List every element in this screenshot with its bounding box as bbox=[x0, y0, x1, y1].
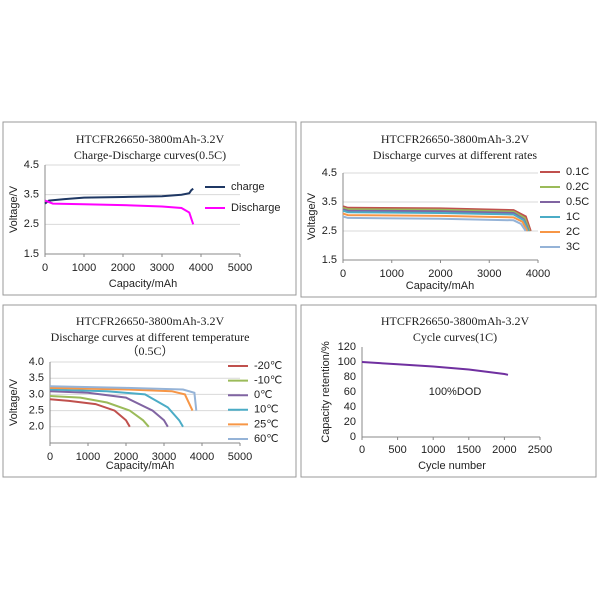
chart-title: HTCFR26650-3800mAh-3.2V bbox=[381, 314, 530, 328]
y-axis-label: Voltage/V bbox=[8, 185, 20, 233]
legend-label: 25℃ bbox=[254, 418, 279, 430]
y-axis-label: Capacity retention/% bbox=[320, 341, 332, 443]
data-line bbox=[44, 199, 195, 225]
x-tick-label: 4000 bbox=[526, 268, 550, 280]
x-tick-label: 1000 bbox=[76, 451, 100, 463]
x-tick-label: 2000 bbox=[114, 451, 138, 463]
annotation: 100%DOD bbox=[429, 386, 482, 398]
x-tick-label: 1000 bbox=[380, 268, 404, 280]
legend-label: 0.1C bbox=[566, 166, 589, 178]
annotation: （0.5C） bbox=[126, 344, 173, 358]
y-tick-label: 100 bbox=[338, 356, 356, 368]
y-tick-label: 3.5 bbox=[29, 372, 44, 384]
legend-label: 1C bbox=[566, 211, 580, 223]
panel bbox=[300, 121, 597, 298]
legend-label: 0.5C bbox=[566, 196, 589, 208]
y-tick-label: 3.5 bbox=[322, 196, 337, 208]
legend-label: 0.2C bbox=[566, 181, 589, 193]
y-tick-label: 2.5 bbox=[24, 218, 39, 230]
x-tick-label: 5000 bbox=[228, 451, 252, 463]
legend-label: -20℃ bbox=[254, 360, 282, 372]
x-tick-label: 4000 bbox=[189, 262, 213, 274]
x-tick-label: 5000 bbox=[228, 262, 252, 274]
x-tick-label: 3000 bbox=[150, 262, 174, 274]
legend-label: Discharge bbox=[231, 202, 281, 214]
y-tick-label: 1.5 bbox=[322, 254, 337, 266]
data-line bbox=[49, 398, 131, 428]
x-tick-label: 0 bbox=[340, 268, 346, 280]
data-line bbox=[342, 205, 532, 232]
x-tick-label: 2000 bbox=[492, 444, 516, 456]
x-tick-label: 1000 bbox=[421, 444, 445, 456]
y-tick-label: 2.5 bbox=[29, 405, 44, 417]
x-tick-label: 1500 bbox=[457, 444, 481, 456]
y-tick-label: 3.5 bbox=[24, 189, 39, 201]
y-tick-label: 80 bbox=[344, 371, 356, 383]
y-tick-label: 3.0 bbox=[29, 388, 44, 400]
chart-subtitle: Charge-Discharge curves(0.5C) bbox=[74, 148, 226, 162]
y-tick-label: 4.0 bbox=[29, 356, 44, 368]
x-tick-label: 0 bbox=[42, 262, 48, 274]
y-tick-label: 0 bbox=[350, 431, 356, 443]
chart-subtitle: Discharge curves at different temperatur… bbox=[51, 330, 250, 344]
legend-label: 0℃ bbox=[254, 389, 272, 401]
y-axis-label: Voltage/V bbox=[306, 192, 318, 240]
legend-label: 2C bbox=[566, 226, 580, 238]
x-tick-label: 1000 bbox=[72, 262, 96, 274]
legend-label: 3C bbox=[566, 241, 580, 253]
x-tick-label: 500 bbox=[388, 444, 406, 456]
y-tick-label: 1.5 bbox=[24, 248, 39, 260]
data-line bbox=[342, 206, 531, 232]
x-axis-label: Capacity/mAh bbox=[109, 278, 177, 290]
x-tick-label: 3000 bbox=[477, 268, 501, 280]
legend-label: 10℃ bbox=[254, 404, 279, 416]
y-tick-label: 60 bbox=[344, 386, 356, 398]
y-axis-label: Voltage/V bbox=[8, 378, 20, 426]
x-axis-label: Cycle number bbox=[418, 460, 486, 472]
x-tick-label: 3000 bbox=[152, 451, 176, 463]
x-tick-label: 2500 bbox=[528, 444, 552, 456]
y-tick-label: 2.5 bbox=[322, 225, 337, 237]
legend-label: charge bbox=[231, 181, 265, 193]
y-tick-label: 40 bbox=[344, 401, 356, 413]
chart-title: HTCFR26650-3800mAh-3.2V bbox=[76, 314, 225, 328]
x-axis-label: Capacity/mAh bbox=[106, 460, 174, 472]
y-tick-label: 2.0 bbox=[29, 421, 44, 433]
x-tick-label: 4000 bbox=[190, 451, 214, 463]
data-line bbox=[49, 386, 194, 412]
y-tick-label: 20 bbox=[344, 416, 356, 428]
panel bbox=[2, 121, 297, 296]
legend-label: 60℃ bbox=[254, 433, 279, 445]
data-line bbox=[361, 361, 509, 376]
data-line bbox=[342, 215, 527, 232]
x-tick-label: 0 bbox=[359, 444, 365, 456]
x-tick-label: 0 bbox=[47, 451, 53, 463]
chart-title: HTCFR26650-3800mAh-3.2V bbox=[381, 132, 530, 146]
y-tick-label: 120 bbox=[338, 341, 356, 353]
panel bbox=[300, 304, 597, 478]
legend-label: -10℃ bbox=[254, 375, 282, 387]
chart-title: HTCFR26650-3800mAh-3.2V bbox=[76, 132, 225, 146]
chart-subtitle: Discharge curves at different rates bbox=[373, 148, 537, 162]
panel bbox=[2, 304, 297, 478]
data-line bbox=[49, 388, 184, 428]
x-axis-label: Capacity/mAh bbox=[406, 280, 474, 292]
data-line bbox=[342, 212, 529, 232]
y-tick-label: 4.5 bbox=[24, 159, 39, 171]
x-tick-label: 2000 bbox=[111, 262, 135, 274]
x-tick-label: 2000 bbox=[428, 268, 452, 280]
data-line bbox=[342, 209, 530, 232]
data-line bbox=[49, 390, 169, 428]
data-line bbox=[49, 395, 150, 428]
chart-subtitle: Cycle curves(1C) bbox=[413, 330, 497, 344]
data-line bbox=[49, 385, 198, 411]
data-line bbox=[44, 187, 194, 205]
y-tick-label: 4.5 bbox=[322, 167, 337, 179]
